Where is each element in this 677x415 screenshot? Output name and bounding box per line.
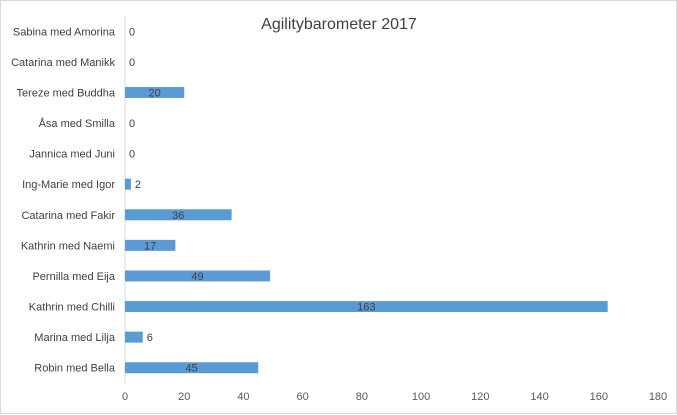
category-label: Pernilla med Eija <box>32 271 115 283</box>
category-label: Kathrin med Chilli <box>29 302 115 314</box>
chart-title: Agilitybarometer 2017 <box>261 16 417 33</box>
bar <box>125 362 259 374</box>
category-label: Sabina med Amorina <box>13 26 116 38</box>
data-label: 45 <box>186 363 198 375</box>
bars-group <box>125 86 608 374</box>
x-tick-label: 160 <box>590 391 608 403</box>
data-label: 20 <box>148 87 160 99</box>
x-tick-label: 0 <box>122 391 128 403</box>
data-label: 36 <box>172 210 184 222</box>
bar <box>125 178 131 190</box>
category-label: Robin med Bella <box>34 363 116 375</box>
data-label: 6 <box>147 332 153 344</box>
x-tick-label: 140 <box>530 391 548 403</box>
category-label: Catarina med Manikk <box>11 57 115 69</box>
data-label: 17 <box>144 240 156 252</box>
category-label: Kathrin med Naemi <box>21 240 115 252</box>
category-labels: Robin med Bella Marina med Lilja Kathrin m… <box>11 26 116 374</box>
x-tick-label: 40 <box>237 391 249 403</box>
category-label: Tereze med Buddha <box>17 87 116 99</box>
bar <box>125 239 176 251</box>
data-label: 2 <box>135 179 141 191</box>
category-label: Marina med Lilja <box>34 332 116 344</box>
bar <box>125 331 143 343</box>
category-label: Jannica med Juni <box>29 149 115 161</box>
x-tick-label: 120 <box>471 391 489 403</box>
x-tick-label: 180 <box>649 391 667 403</box>
x-tick-label: 20 <box>178 391 190 403</box>
x-tick-label: 60 <box>297 391 309 403</box>
data-label: 0 <box>129 26 135 38</box>
x-tick-label: 80 <box>356 391 368 403</box>
x-tick-label: 100 <box>412 391 430 403</box>
bar <box>125 301 608 313</box>
data-label: 49 <box>191 271 203 283</box>
data-label: 0 <box>129 118 135 130</box>
category-label: Ing-Marie med Igor <box>22 179 115 191</box>
data-label: 0 <box>129 57 135 69</box>
data-label: 0 <box>129 149 135 161</box>
category-label: Catarina med Fakir <box>21 210 115 222</box>
x-axis-ticks: 0 20 40 60 80 100 120 140 160 180 <box>122 391 667 403</box>
data-label: 163 <box>357 302 375 314</box>
bar <box>125 270 271 282</box>
bar <box>125 209 232 221</box>
category-label: Åsa med Smilla <box>39 117 116 130</box>
bar <box>125 86 185 98</box>
